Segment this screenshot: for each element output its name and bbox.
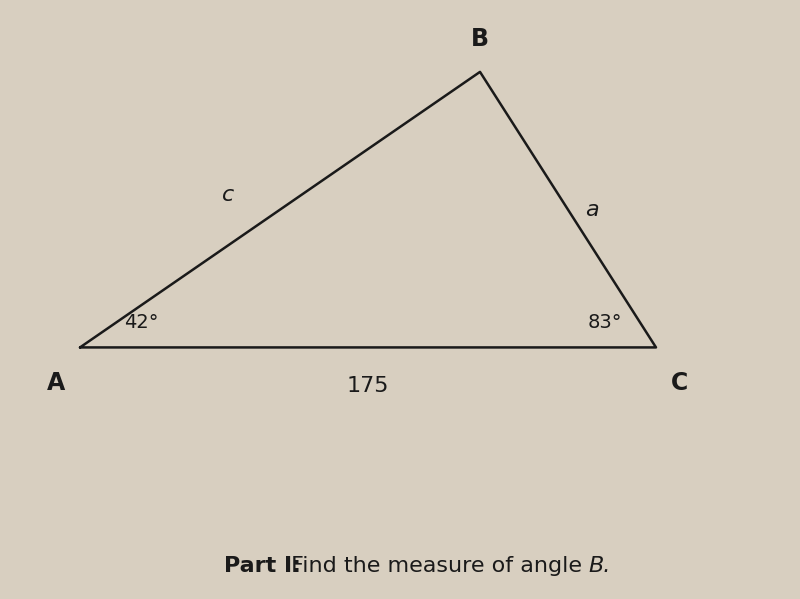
Text: 175: 175	[346, 376, 390, 397]
Text: B: B	[471, 27, 489, 51]
Text: A: A	[47, 371, 65, 395]
Text: c: c	[222, 184, 234, 205]
Text: a: a	[585, 199, 599, 220]
Text: Part I:: Part I:	[224, 556, 301, 576]
Text: C: C	[671, 371, 689, 395]
Text: 83°: 83°	[588, 313, 622, 332]
Text: Find the measure of angle: Find the measure of angle	[284, 556, 589, 576]
Text: B.: B.	[588, 556, 610, 576]
Text: 42°: 42°	[124, 313, 158, 332]
